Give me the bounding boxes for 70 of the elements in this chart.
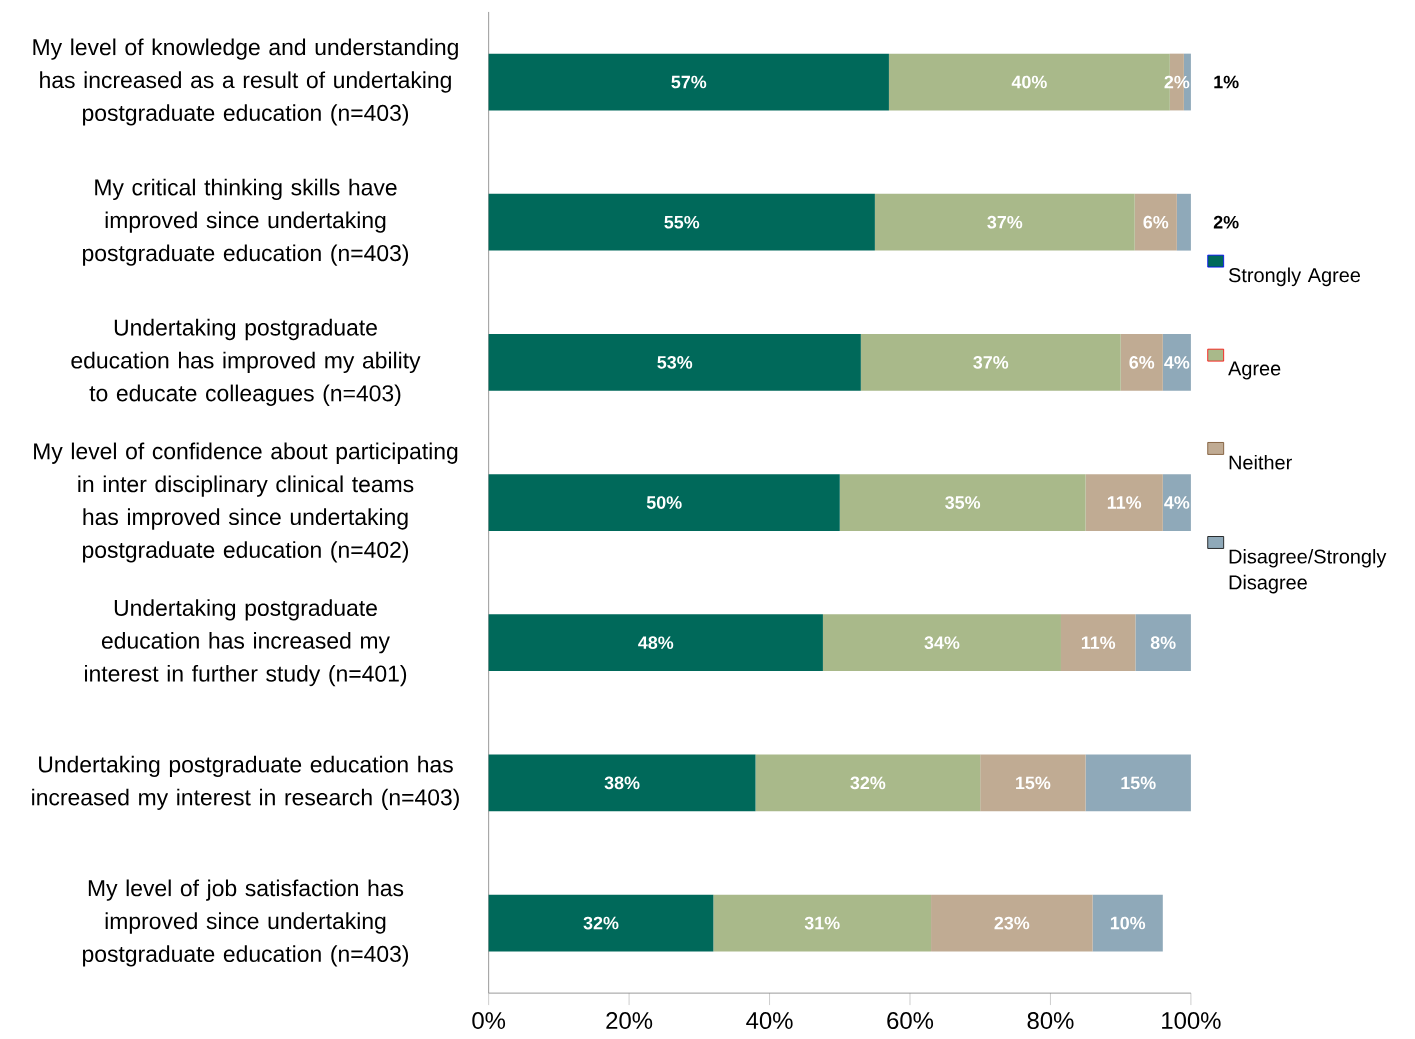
data-label: 37% <box>973 356 1009 369</box>
x-tick-label: 100% <box>1162 1012 1221 1030</box>
legend-label: Agree <box>1228 361 1281 380</box>
bar <box>860 334 1121 391</box>
bar <box>1176 193 1191 251</box>
data-label: 10% <box>1110 916 1146 930</box>
data-label: 4% <box>1164 356 1190 369</box>
bar <box>1134 193 1177 251</box>
data-label: 40% <box>1011 75 1047 89</box>
x-tick-label: 60% <box>887 1012 934 1030</box>
bar <box>822 614 1061 672</box>
bar <box>1135 614 1191 672</box>
bar <box>1120 334 1163 391</box>
data-label: 11% <box>1081 636 1116 650</box>
data-label: 6% <box>1129 356 1155 369</box>
bar <box>1092 894 1163 952</box>
legend-label: Neither <box>1229 454 1292 470</box>
bar <box>488 53 889 111</box>
data-label: 15% <box>1016 776 1051 790</box>
data-label: 8% <box>1150 636 1176 650</box>
data-label: 32% <box>850 776 886 790</box>
x-tick-label: 80% <box>1027 1012 1074 1030</box>
x-tick-label: 40% <box>746 1012 793 1030</box>
data-label: 15% <box>1121 776 1156 790</box>
y-tick-label: My level of job satisfaction has improved since undertaking postgraduate education (n=403) <box>83 879 409 967</box>
data-label: 1% <box>1214 75 1239 89</box>
bar <box>488 894 714 952</box>
data-label: 2% <box>1213 215 1239 229</box>
bar <box>839 474 1086 531</box>
bar <box>488 334 861 391</box>
bar <box>1162 474 1191 531</box>
bar <box>488 474 840 531</box>
data-label: 34% <box>924 636 960 650</box>
bar <box>980 754 1086 812</box>
bar <box>1085 474 1163 531</box>
y-tick-label: Undertaking postgraduate education has increased my interest in research (n=403) <box>32 755 459 810</box>
bar <box>1060 614 1136 672</box>
data-label: 2% <box>1164 75 1190 89</box>
y-tick-label: My level of knowledge and understanding has increased as a result of undertaking postgraduate education (n=403) <box>33 38 458 126</box>
bar <box>488 614 823 672</box>
y-tick-label: Undertaking postgraduate education has increased my interest in further study (n=401) <box>85 599 407 687</box>
bar <box>488 193 875 251</box>
data-label: 53% <box>657 356 693 369</box>
y-tick-label: Undertaking postgraduate education has improved my ability to educate colleagues (n=403) <box>71 318 421 406</box>
x-tick-label: 0% <box>472 1012 506 1030</box>
data-label: 23% <box>994 916 1030 930</box>
bar <box>931 894 1093 952</box>
data-label: 4% <box>1164 496 1190 509</box>
data-label: 38% <box>604 776 640 790</box>
data-label: 11% <box>1107 496 1142 509</box>
legend-label: Strongly Agree <box>1228 267 1361 287</box>
bar <box>1085 754 1191 812</box>
data-label: 57% <box>671 75 707 89</box>
data-label: 50% <box>646 496 682 509</box>
data-label: 37% <box>987 215 1023 229</box>
data-label: 31% <box>804 916 840 930</box>
bar <box>755 754 981 812</box>
x-tick-label: 20% <box>606 1012 653 1030</box>
bar <box>874 193 1135 251</box>
data-label: 48% <box>638 636 674 650</box>
data-label: 55% <box>664 215 700 229</box>
data-label: 32% <box>583 916 619 930</box>
bar <box>713 894 932 952</box>
legend-label: Disagree/Strongly Disagree <box>1229 549 1387 594</box>
bar <box>1162 334 1191 391</box>
data-label: 35% <box>945 496 981 509</box>
y-tick-label: My critical thinking skills have improved since undertaking postgraduate education (n=403) <box>83 178 409 266</box>
y-tick-label: My level of confidence about participating in inter disciplinary clinical teams has improved since undertaking postgraduate education (n=402) <box>34 442 458 563</box>
data-label: 6% <box>1143 215 1169 229</box>
bar <box>488 754 756 812</box>
